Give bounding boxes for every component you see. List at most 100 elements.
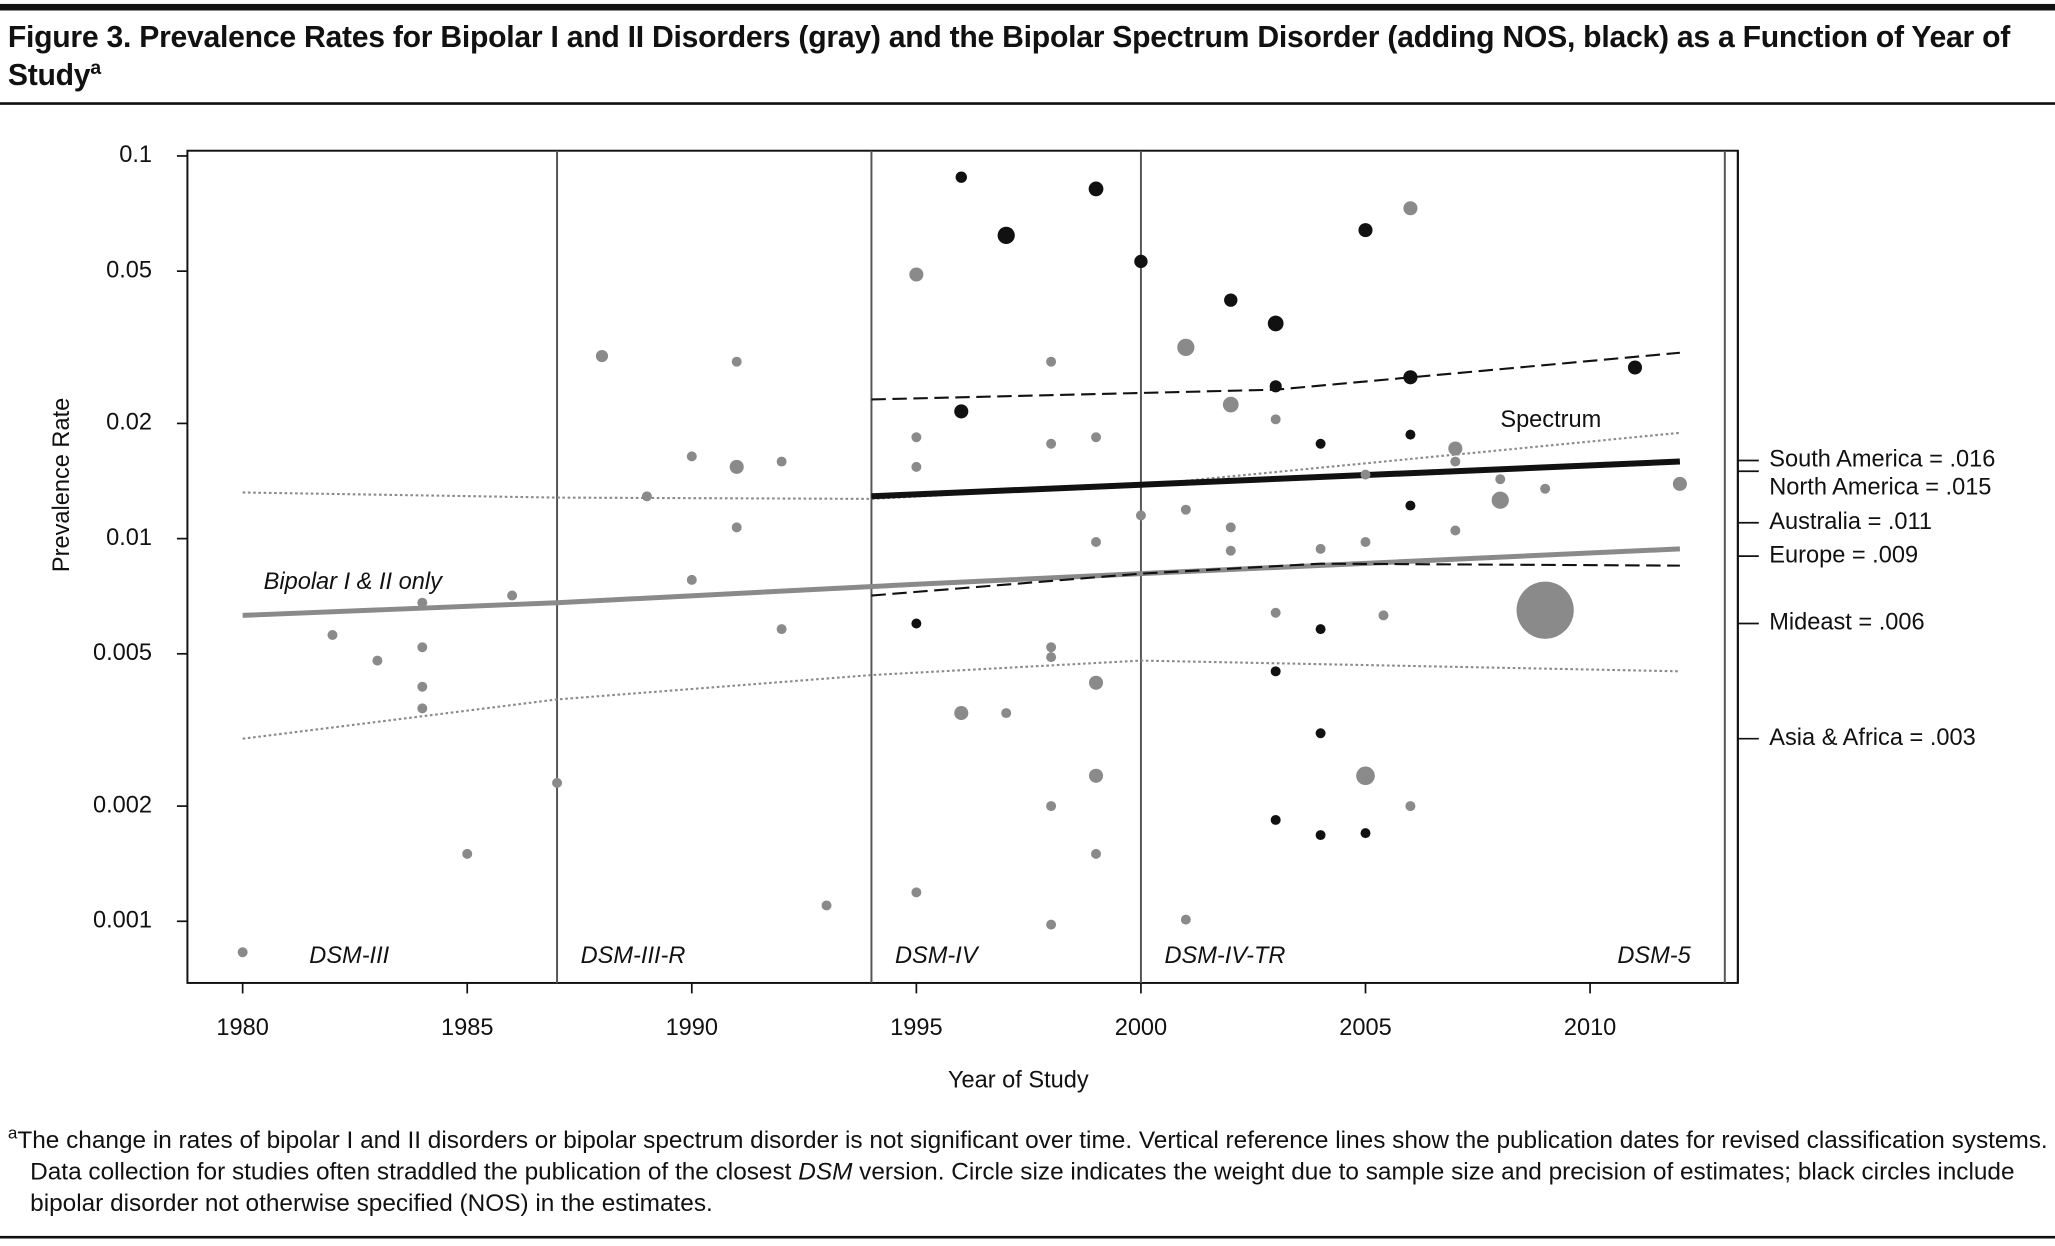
study-point [1405, 801, 1416, 812]
study-point [1672, 476, 1687, 491]
study-point [686, 574, 697, 585]
study-point [1315, 830, 1326, 841]
study-point [1091, 848, 1102, 859]
study-point [1378, 610, 1389, 621]
title-text: Figure 3. Prevalence Rates for Bipolar I… [7, 19, 2011, 92]
study-point [911, 618, 922, 629]
study-point [1495, 474, 1506, 485]
study-point [1046, 801, 1057, 812]
chart: Prevalence Rate Year of Study 1980 1985 19… [48, 141, 1995, 1092]
confidence-band [242, 431, 1681, 500]
study-point [1046, 652, 1057, 663]
study-point [1315, 624, 1326, 635]
study-point [1088, 768, 1104, 783]
y-tick-label: 0.02 [106, 409, 152, 435]
study-point [1134, 254, 1148, 269]
x-tick-label: 2000 [1115, 1014, 1167, 1040]
study-point [1315, 728, 1326, 739]
study-point [1315, 543, 1326, 554]
study-point [911, 887, 922, 898]
study-point [1405, 429, 1416, 440]
study-point [1180, 914, 1191, 925]
footnote: aThe change in rates of bipolar I and II… [8, 1124, 2055, 1218]
study-point [552, 777, 563, 788]
study-point [1088, 675, 1104, 690]
study-point [1046, 356, 1057, 367]
study-point [1224, 293, 1238, 307]
region-label: Mideast = .006 [1769, 609, 1924, 635]
study-point [1450, 456, 1461, 467]
x-tick-label: 1980 [216, 1014, 268, 1040]
confidence-band [242, 659, 1680, 740]
study-point [1403, 370, 1418, 385]
study-point [1360, 536, 1371, 547]
study-point [237, 947, 248, 958]
y-axis-label: Prevalence Rate [48, 398, 74, 572]
y-tick-label: 0.1 [119, 141, 152, 167]
study-point [1088, 181, 1104, 197]
title-note: a [90, 56, 101, 80]
x-axis-label: Year of Study [948, 1066, 1089, 1092]
study-point [776, 456, 787, 467]
x-tick-label: 1990 [666, 1014, 718, 1040]
study-point [954, 404, 969, 419]
study-point [1360, 828, 1371, 839]
study-point [1270, 814, 1281, 825]
figure-title: Figure 3. Prevalence Rates for Bipolar I… [8, 18, 2026, 94]
study-point [954, 706, 969, 721]
study-point [1091, 432, 1102, 443]
study-point [1225, 522, 1236, 533]
confidence-band [871, 562, 1680, 597]
x-tick-label: 2005 [1339, 1014, 1391, 1040]
footnote-text: The change in rates of bipolar I and II … [17, 1125, 2048, 1185]
study-point [821, 900, 832, 911]
top-rule [0, 3, 2055, 11]
study-point [1269, 380, 1282, 393]
region-label: Europe = .009 [1769, 541, 1918, 567]
study-point [1177, 338, 1195, 357]
study-point [729, 459, 744, 474]
region-label: Australia = .011 [1769, 508, 1932, 534]
study-point [1360, 469, 1371, 480]
plot-frame [186, 149, 1739, 984]
era-label: DSM-III [309, 942, 389, 968]
study-point [1046, 919, 1057, 930]
era-label: DSM-III-R [581, 942, 686, 968]
y-tick-label: 0.005 [93, 639, 152, 665]
study-point [1222, 396, 1239, 413]
study-point [1627, 360, 1643, 375]
era-label: DSM-IV-TR [1165, 942, 1286, 968]
era-label: DSM-IV [895, 942, 980, 968]
study-point [1046, 642, 1057, 653]
study-point [909, 267, 924, 282]
x-tick-label: 1995 [890, 1014, 942, 1040]
bottom-rule [0, 1235, 2055, 1238]
confidence-band [871, 351, 1680, 401]
y-tick-label: 0.002 [93, 791, 152, 817]
study-point [1180, 504, 1191, 515]
study-point [462, 848, 473, 859]
study-point [686, 451, 697, 462]
study-point [1267, 315, 1284, 332]
study-point [417, 681, 428, 692]
study-point [417, 642, 428, 653]
study-point [1491, 491, 1509, 509]
study-point [1450, 525, 1461, 536]
study-point [1540, 483, 1551, 494]
study-point [1270, 414, 1281, 425]
study-point [955, 171, 967, 183]
study-point [1225, 545, 1236, 556]
region-label: Asia & Africa = .003 [1769, 724, 1975, 750]
study-point [1405, 500, 1416, 511]
study-point [1270, 666, 1281, 677]
x-tick-label: 2010 [1564, 1014, 1616, 1040]
study-point [1356, 766, 1375, 786]
study-point [776, 624, 787, 635]
fit-line [242, 546, 1681, 618]
footnote-marker: a [7, 1122, 18, 1143]
study-point [731, 522, 742, 533]
study-point [1315, 438, 1326, 449]
study-point [372, 655, 383, 666]
